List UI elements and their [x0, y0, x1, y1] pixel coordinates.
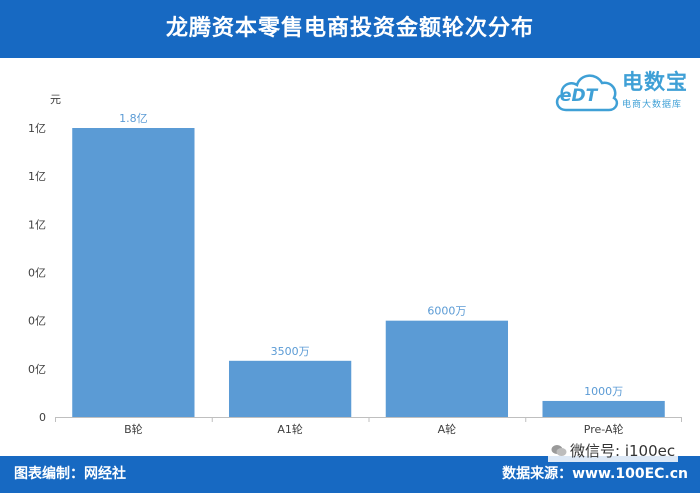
wechat-icon [551, 445, 567, 456]
bar [385, 320, 509, 417]
y-tick-label: 1亿 [28, 218, 46, 231]
logo-name: 电数宝 [622, 70, 688, 94]
cloud-logo-icon [555, 74, 619, 112]
data-label: 1000万 [584, 385, 623, 398]
data-label: 1.8亿 [119, 112, 148, 125]
bar [542, 400, 665, 417]
data-label: 6000万 [427, 305, 466, 318]
logo: eDT 电数宝 电商大数据库 [552, 64, 692, 116]
data-label: 3500万 [271, 345, 310, 358]
logo-tagline: 电商大数据库 [622, 100, 683, 110]
bar-chart: 元 0 0亿 0亿 0亿 1亿 1亿 1亿 1.8亿 B轮 3500万 A1轮 6000万 A轮 1000… [28, 93, 682, 436]
y-tick-label: 0 [39, 411, 46, 424]
x-tick-label: B轮 [124, 422, 143, 436]
x-tick-label: A轮 [438, 422, 457, 436]
y-tick-label: 1亿 [28, 122, 46, 135]
y-axis-label: 元 [50, 93, 61, 106]
chart-title: 龙腾资本零售电商投资金额轮次分布 [165, 16, 534, 41]
wechat-watermark: 微信号: i100ec [548, 440, 679, 462]
footer-source: 数据来源：www.100EC.cn [502, 466, 688, 482]
y-tick-label: 0亿 [28, 267, 46, 280]
header-bar: 龙腾资本零售电商投资金额轮次分布 [0, 0, 700, 58]
y-tick-label: 0亿 [28, 363, 46, 376]
x-tick-label: A1轮 [277, 422, 303, 436]
footer-bar: 图表编制：网经社 数据来源：www.100EC.cn [0, 456, 700, 493]
logo-edt-text: eDT [560, 86, 598, 106]
y-tick-label: 0亿 [28, 315, 46, 328]
wechat-id: 微信号: i100ec [570, 442, 676, 460]
y-tick-label: 1亿 [28, 170, 46, 183]
bar [228, 360, 352, 417]
bar [72, 128, 195, 417]
x-tick-label: Pre-A轮 [584, 422, 624, 436]
footer-credit: 图表编制：网经社 [14, 466, 126, 482]
